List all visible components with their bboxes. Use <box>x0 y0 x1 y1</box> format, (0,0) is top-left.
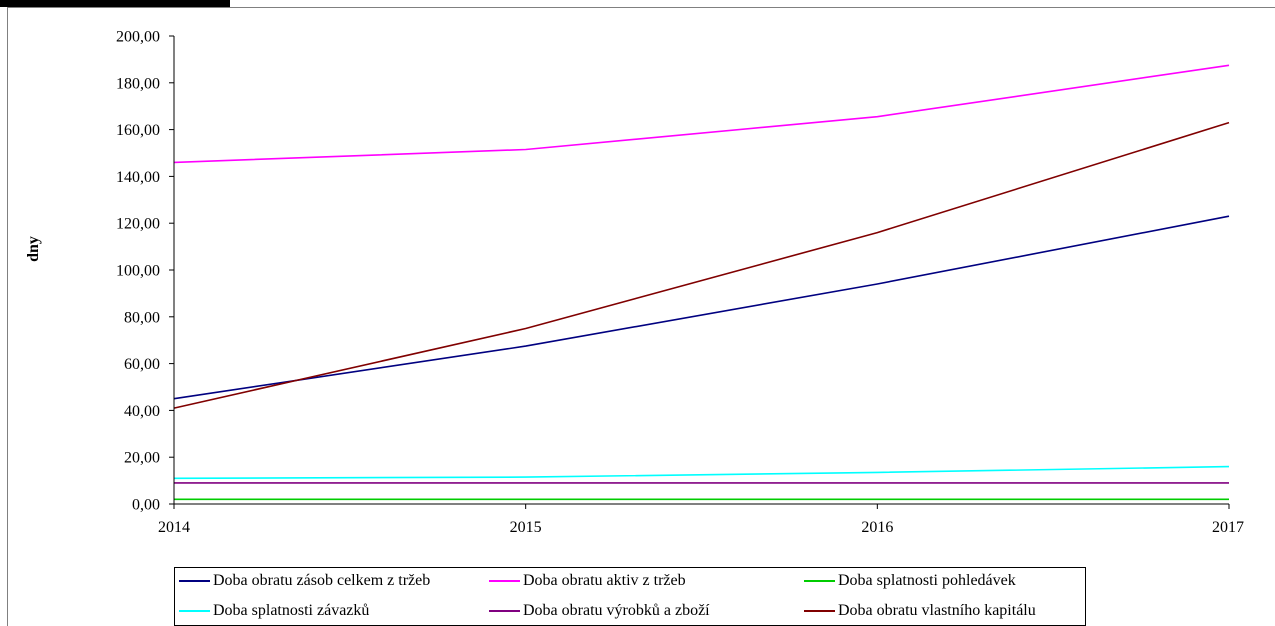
y-tick-label: 40,00 <box>124 403 160 420</box>
x-tick-label: 2017 <box>1212 519 1244 536</box>
chart-frame <box>7 7 1275 626</box>
legend-line-icon <box>179 610 210 612</box>
legend-label: Doba obratu výrobků a zboží <box>523 602 710 619</box>
legend-label: Doba splatnosti závazků <box>213 602 370 619</box>
line-chart: dny 0,00 20,00 40,00 60,00 80,00 100,00 120,00… <box>25 29 1244 537</box>
header-bar <box>0 0 230 7</box>
legend-item: Doba obratu zásob celkem z tržeb <box>179 571 430 591</box>
y-tick-label: 160,00 <box>116 122 160 139</box>
series-line-1 <box>173 215 1230 400</box>
y-tick-label: 0,00 <box>132 497 160 514</box>
series-line-4 <box>173 465 1230 480</box>
series-line-6 <box>173 121 1230 409</box>
y-tick-label: 120,00 <box>116 216 160 233</box>
legend-label: Doba obratu vlastního kapitálu <box>838 602 1036 619</box>
y-tick-label: 180,00 <box>116 75 160 92</box>
legend-line-icon <box>179 580 210 582</box>
y-tick-label: 80,00 <box>124 309 160 326</box>
legend-line-icon <box>804 610 835 612</box>
y-tick-label: 100,00 <box>116 263 160 280</box>
legend-item: Doba obratu výrobků a zboží <box>489 601 710 621</box>
legend-line-icon <box>489 610 520 612</box>
legend-label: Doba obratu aktiv z tržeb <box>523 572 686 589</box>
legend-line-icon <box>804 580 835 582</box>
legend-item: Doba splatnosti závazků <box>179 601 369 621</box>
y-tick-label: 200,00 <box>116 29 160 46</box>
legend-item: Doba splatnosti pohledávek <box>804 571 1016 591</box>
x-tick-label: 2015 <box>510 519 542 536</box>
y-tick-label: 20,00 <box>124 450 160 467</box>
legend: Doba obratu zásob celkem z tržeb Doba ob… <box>174 567 1086 626</box>
legend-label: Doba splatnosti pohledávek <box>838 572 1016 589</box>
legend-item: Doba obratu aktiv z tržeb <box>489 571 686 591</box>
y-tick-label: 140,00 <box>116 169 160 186</box>
legend-label: Doba obratu zásob celkem z tržeb <box>213 572 431 589</box>
y-axis-label: dny <box>25 236 42 262</box>
x-tick-label: 2016 <box>861 519 893 536</box>
series-line-2 <box>173 64 1230 164</box>
legend-item: Doba obratu vlastního kapitálu <box>804 601 1036 621</box>
y-tick-label: 60,00 <box>124 356 160 373</box>
legend-line-icon <box>489 580 520 582</box>
x-tick-label: 2014 <box>158 519 190 536</box>
